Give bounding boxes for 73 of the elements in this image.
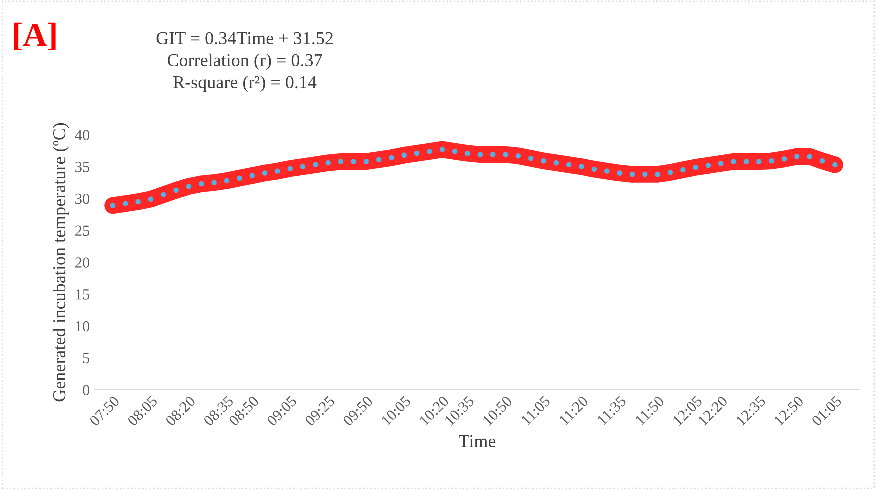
y-tick-label: 5 — [83, 353, 90, 364]
point — [832, 162, 838, 168]
y-tick-label: 25 — [76, 226, 90, 236]
point — [452, 148, 458, 154]
point — [174, 188, 179, 194]
point — [769, 158, 774, 164]
point — [516, 153, 522, 159]
point — [237, 176, 242, 181]
point — [440, 147, 446, 152]
point — [820, 158, 826, 164]
y-tick-label: 20 — [76, 258, 90, 268]
y-tick-label: 0 — [83, 385, 90, 396]
point — [794, 154, 800, 160]
point — [288, 166, 293, 172]
point — [807, 154, 812, 160]
point — [123, 201, 128, 206]
point — [224, 178, 230, 184]
point — [668, 170, 674, 176]
point — [541, 158, 546, 164]
point — [782, 156, 788, 162]
point — [414, 150, 420, 156]
point — [148, 196, 154, 202]
point — [490, 152, 496, 158]
point — [566, 162, 572, 168]
point — [706, 163, 712, 168]
point — [503, 152, 508, 158]
y-axis-title: Generated incubation temperature (ºC) — [52, 123, 70, 402]
point — [186, 184, 192, 190]
x-axis-title: Time — [459, 435, 496, 448]
point — [579, 164, 584, 170]
y-tick-label: 35 — [76, 162, 90, 172]
point — [402, 152, 407, 158]
point — [275, 168, 280, 174]
text: GIT = 0.34Time + 31.52 — [156, 32, 333, 45]
point — [554, 160, 560, 166]
point — [136, 199, 141, 205]
point — [731, 159, 736, 164]
y-tick-label: 10 — [76, 321, 90, 332]
point — [300, 164, 306, 170]
point — [744, 159, 750, 164]
point — [262, 170, 268, 176]
point — [427, 148, 432, 154]
point — [630, 172, 636, 178]
point — [250, 173, 255, 178]
y-tick-label: 15 — [76, 290, 90, 300]
point — [655, 172, 660, 178]
point — [110, 203, 116, 208]
point — [642, 172, 648, 178]
text: [A] — [14, 22, 56, 50]
point — [680, 167, 686, 173]
y-tick-label: 30 — [76, 194, 90, 204]
point — [756, 159, 762, 164]
point — [313, 162, 318, 168]
point — [364, 159, 369, 164]
point — [592, 166, 598, 172]
point — [376, 157, 382, 162]
point — [161, 192, 166, 198]
point — [604, 168, 610, 174]
point — [326, 160, 331, 166]
point — [212, 180, 217, 186]
point — [465, 150, 470, 156]
text: Correlation (r) = 0.37 — [168, 54, 322, 70]
point — [199, 181, 204, 187]
point — [617, 170, 622, 176]
point — [718, 161, 724, 166]
point — [528, 156, 534, 162]
point — [389, 155, 394, 161]
point — [338, 159, 344, 164]
y-tick-label: 40 — [75, 130, 90, 140]
point — [478, 152, 484, 158]
point — [693, 164, 698, 170]
point — [351, 159, 356, 164]
text: R-square (r²) = 0.14 — [174, 76, 317, 92]
